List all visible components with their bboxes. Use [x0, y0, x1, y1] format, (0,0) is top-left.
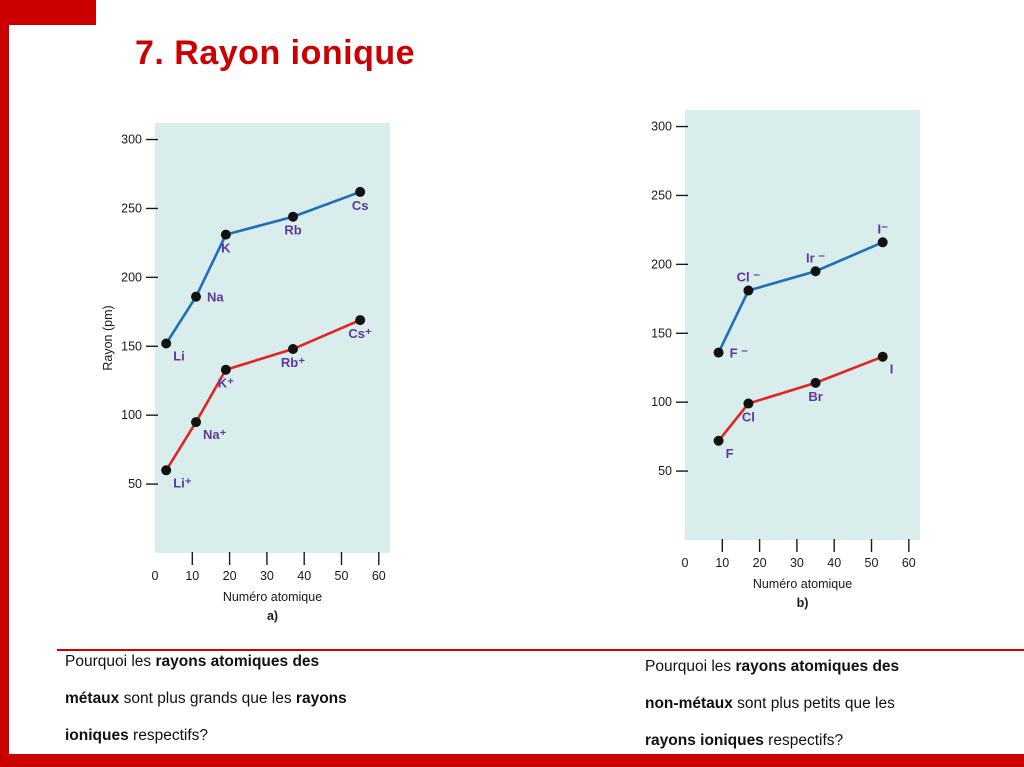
data-point [877, 351, 888, 362]
y-tick-label: 250 [121, 201, 142, 215]
y-tick-label: 300 [121, 133, 142, 147]
y-tick-label: 250 [651, 188, 672, 202]
data-point [355, 186, 366, 197]
point-label: Ir ⁻ [806, 250, 825, 265]
point-label: I⁻ [877, 221, 888, 236]
point-label: K⁺ [218, 376, 234, 391]
question-line: ioniques respectifs? [65, 727, 208, 744]
point-label: F [726, 446, 734, 461]
x-axis-label: Numéro atomique [223, 590, 322, 604]
data-point [288, 344, 299, 355]
point-label: Cl ⁻ [737, 270, 761, 285]
left-accent-bar [0, 0, 9, 767]
chart-b-nonmetal-atomic-vs-ionic-radii: 50 100 150 200 250 300 0 10 20 30 40 50 60 F ⁻ Cl ⁻ Ir … [630, 105, 930, 610]
y-tick-label: 50 [658, 464, 672, 478]
y-tick-label: 100 [651, 395, 672, 409]
chart-canvas: 50 100 150 200 250 300 0 10 20 30 40 50 60 F ⁻ Cl ⁻ Ir … [651, 110, 920, 610]
data-point [743, 398, 754, 409]
point-label: Br [808, 389, 822, 404]
x-tick-label: 50 [865, 556, 879, 570]
data-point [161, 338, 172, 349]
data-point [877, 237, 888, 248]
x-tick-label: 50 [335, 569, 349, 583]
point-label: I [890, 362, 894, 377]
x-tick-label: 20 [753, 556, 767, 570]
point-label: Rb [284, 223, 301, 238]
plot-area [685, 110, 920, 540]
y-tick-label: 200 [651, 257, 672, 271]
page-title: 7. Rayon ionique [135, 34, 416, 72]
data-point [713, 435, 724, 446]
x-tick-label: 0 [682, 556, 689, 570]
question-right: Pourquoi les rayons atomiques des non-mét… [645, 648, 899, 759]
x-tick-label: 40 [297, 569, 311, 583]
data-point [743, 285, 754, 296]
data-point [810, 377, 821, 388]
data-point [220, 229, 231, 240]
chart-a-metal-atomic-vs-ionic-radii: 50 100 150 200 250 300 0 10 20 30 40 50 60 Li Na K Rb Cs L… [100, 118, 400, 623]
point-label: Na⁺ [203, 427, 227, 442]
x-tick-label: 40 [827, 556, 841, 570]
separator-line [57, 649, 1024, 651]
y-tick-label: 300 [651, 120, 672, 134]
data-point [810, 266, 821, 277]
y-tick-label: 200 [121, 270, 142, 284]
x-tick-label: 30 [790, 556, 804, 570]
point-label: F ⁻ [730, 346, 749, 361]
bottom-accent-bar [0, 754, 1024, 767]
question-line: Pourquoi les rayons atomiques des [65, 653, 320, 670]
point-label: Cl [742, 410, 755, 425]
chart-canvas: 50 100 150 200 250 300 0 10 20 30 40 50 60 Li Na K Rb Cs L… [101, 123, 390, 623]
data-point [288, 211, 299, 222]
x-tick-label: 60 [372, 569, 386, 583]
question-line: Pourquoi les rayons atomiques des [645, 658, 900, 675]
x-tick-label: 0 [152, 569, 159, 583]
point-label: Cs [352, 198, 369, 213]
y-axis-label: Rayon (pm) [101, 305, 115, 370]
x-tick-label: 30 [260, 569, 274, 583]
x-axis-label: Numéro atomique [753, 577, 852, 591]
point-label: K [221, 241, 231, 256]
x-tick-label: 20 [223, 569, 237, 583]
data-point [713, 347, 724, 358]
x-tick-label: 60 [902, 556, 916, 570]
y-tick-label: 100 [121, 408, 142, 422]
y-tick-label: 150 [121, 339, 142, 353]
data-point [355, 315, 366, 326]
y-tick-label: 50 [128, 477, 142, 491]
point-label: Li [173, 349, 185, 364]
data-point [220, 364, 231, 375]
y-tick-label: 150 [651, 326, 672, 340]
point-label: Na [207, 290, 224, 305]
x-tick-label: 10 [185, 569, 199, 583]
series-line [717, 355, 884, 442]
chart-caption: b) [797, 596, 809, 610]
chart-caption: a) [267, 609, 278, 623]
data-point [191, 291, 202, 302]
question-line: rayons ioniques respectifs? [645, 732, 844, 749]
question-left: Pourquoi les rayons atomiques des métaux … [65, 643, 347, 754]
x-tick-label: 10 [715, 556, 729, 570]
series-line [717, 241, 884, 354]
point-label: Rb⁺ [281, 355, 305, 370]
data-point [161, 465, 172, 476]
question-line: non-métaux sont plus petits que les [645, 695, 895, 712]
point-label: Li⁺ [173, 475, 192, 490]
question-line: métaux sont plus grands que les rayons [65, 690, 347, 707]
point-label: Cs⁺ [348, 326, 372, 341]
data-point [191, 417, 202, 428]
top-left-accent-bar [0, 0, 96, 25]
